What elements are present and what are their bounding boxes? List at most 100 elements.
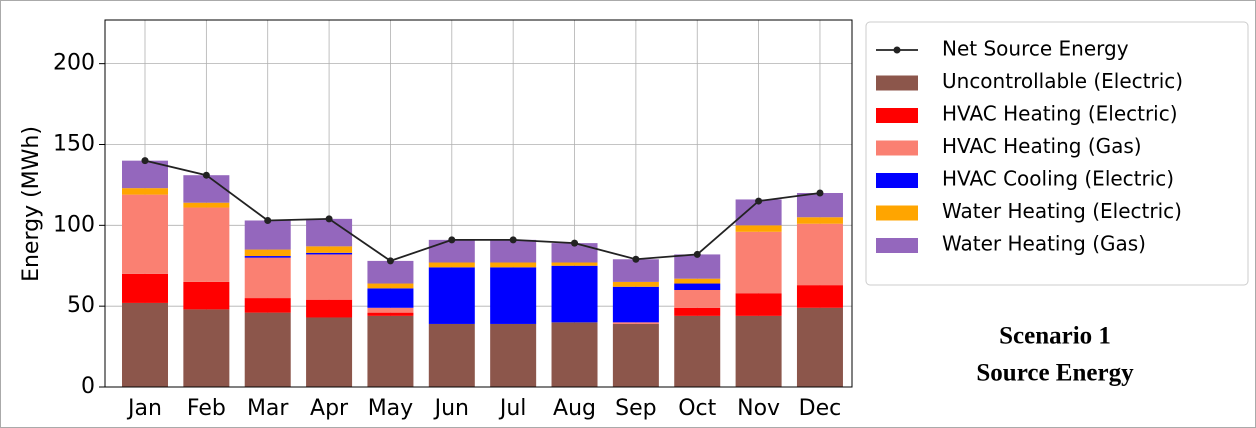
- bar-segment: [551, 243, 598, 263]
- bar-segment: [244, 249, 291, 257]
- bar-segment: [306, 299, 353, 318]
- net-point: [693, 250, 701, 258]
- x-tick-label: Aug: [553, 396, 596, 421]
- legend-swatch: [876, 108, 918, 123]
- bar-segment: [244, 256, 291, 258]
- x-tick-label: Jan: [126, 396, 162, 421]
- bar-segment: [244, 298, 291, 313]
- legend-label: Net Source Energy: [942, 37, 1129, 61]
- bar-segment: [183, 202, 230, 208]
- bar-segment: [674, 278, 721, 284]
- bar-segment: [306, 254, 353, 300]
- bar-segment: [490, 323, 537, 387]
- legend-swatch: [876, 173, 918, 188]
- legend-swatch: [893, 46, 901, 54]
- bar-segment: [367, 312, 414, 316]
- net-point: [509, 236, 517, 244]
- bar-segment: [674, 283, 721, 290]
- x-tick-label: Oct: [678, 396, 716, 421]
- net-point: [448, 236, 456, 244]
- x-tick-label: Apr: [310, 396, 349, 421]
- bar-segment: [551, 262, 598, 266]
- bar-segment: [796, 223, 843, 286]
- legend-label: HVAC Heating (Gas): [942, 134, 1142, 158]
- bar-segment: [244, 257, 291, 299]
- bar-segment: [428, 262, 475, 268]
- net-point: [386, 257, 394, 265]
- net-point: [816, 189, 824, 197]
- net-point: [141, 157, 149, 165]
- bar-segment: [122, 194, 168, 274]
- bar-segment: [490, 267, 537, 324]
- bar-segment: [428, 323, 475, 387]
- bar-segment: [183, 309, 230, 387]
- bar-segment: [244, 220, 291, 250]
- legend-swatch: [876, 238, 918, 253]
- bar-segment: [674, 307, 721, 316]
- legend-swatch: [876, 140, 918, 156]
- y-tick-label: 100: [53, 212, 95, 237]
- legend-swatch: [876, 205, 918, 221]
- bar-segment: [612, 323, 659, 387]
- legend-label: HVAC Heating (Electric): [942, 102, 1178, 126]
- legend-box: [865, 21, 1249, 286]
- bar-segment: [428, 267, 475, 324]
- bar-segment: [367, 283, 414, 289]
- bar-segment: [367, 260, 414, 284]
- x-tick-label: Jul: [498, 396, 527, 421]
- bar-segment: [183, 281, 230, 310]
- legend-label: HVAC Cooling (Electric): [942, 167, 1174, 191]
- bar-segment: [122, 302, 168, 387]
- annotation: Scenario 1: [999, 323, 1111, 350]
- net-point: [264, 216, 272, 224]
- bar-segment: [674, 315, 721, 387]
- bar-segment: [612, 259, 659, 282]
- legend-label: Water Heating (Gas): [942, 232, 1146, 256]
- legend-label: Uncontrollable (Electric): [942, 69, 1183, 93]
- x-tick-label: May: [368, 396, 413, 421]
- bar-segment: [306, 218, 353, 247]
- y-tick-label: 150: [53, 131, 95, 156]
- bar-segment: [796, 285, 843, 308]
- bar-segment: [612, 286, 659, 323]
- bar-segment: [551, 265, 598, 323]
- bar-segment: [612, 281, 659, 287]
- bar-segment: [674, 289, 721, 308]
- bar-segment: [183, 175, 230, 203]
- bar-segment: [183, 207, 230, 282]
- y-tick-label: 50: [67, 293, 95, 318]
- bar-segment: [612, 322, 659, 324]
- bar-segment: [122, 273, 168, 303]
- bar-segment: [367, 315, 414, 387]
- legend-label: Water Heating (Electric): [942, 199, 1182, 223]
- bar-segment: [306, 246, 353, 253]
- bar-segment: [306, 317, 353, 387]
- bar-segment: [122, 160, 168, 189]
- bar-segment: [674, 254, 721, 279]
- bar-segment: [244, 312, 291, 387]
- x-tick-label: Dec: [799, 396, 842, 421]
- bar-segment: [306, 252, 353, 255]
- bar-segment: [735, 231, 782, 294]
- x-tick-label: Jun: [433, 396, 469, 421]
- annotation: Source Energy: [976, 360, 1134, 387]
- bar-segment: [367, 307, 414, 313]
- net-point: [755, 197, 763, 205]
- y-tick-label: 0: [81, 374, 95, 399]
- bar-segment: [122, 188, 168, 195]
- net-line: [144, 159, 821, 262]
- net-point: [632, 255, 640, 263]
- net-point: [325, 215, 333, 223]
- bar-segment: [490, 239, 537, 263]
- x-tick-label: Sep: [615, 396, 656, 421]
- x-tick-label: Mar: [247, 396, 289, 421]
- bar-segment: [428, 239, 475, 263]
- bar-segment: [796, 217, 843, 224]
- x-tick-label: Feb: [187, 396, 226, 421]
- bar-segment: [735, 315, 782, 387]
- y-axis-label: Energy (MWh): [19, 126, 44, 282]
- net-point: [202, 171, 210, 179]
- y-tick-label: 200: [53, 51, 95, 76]
- bar-segment: [796, 192, 843, 218]
